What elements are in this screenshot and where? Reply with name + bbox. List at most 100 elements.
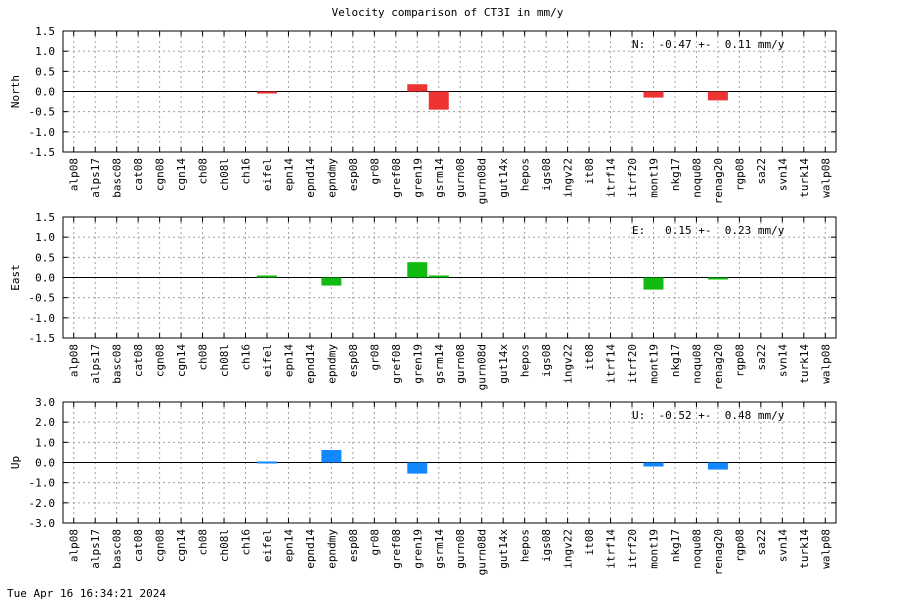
x-tick-label: nkg17 — [669, 158, 682, 191]
y-tick-label: 1.0 — [35, 45, 55, 58]
x-tick-label: sa22 — [755, 344, 768, 371]
y-tick-label: 0.0 — [35, 272, 55, 285]
bar-mont19 — [643, 462, 664, 467]
x-tick-label: ch08l — [218, 158, 231, 191]
plot-frame — [62, 401, 837, 524]
x-tick-label: ch08 — [197, 158, 210, 185]
y-tick-label: 0.0 — [35, 86, 55, 99]
x-tick-label: alp08 — [68, 158, 81, 191]
x-tick-label: igs08 — [540, 344, 553, 377]
bar-mont19 — [643, 277, 664, 290]
y-tick-label: 0.0 — [35, 457, 55, 470]
y-tick-label: -1.0 — [29, 126, 56, 139]
x-tick-label: ch16 — [240, 344, 253, 371]
bar-renag20 — [707, 91, 728, 101]
x-tick-label: gr08 — [368, 344, 381, 371]
y-axis-label: North — [9, 75, 22, 108]
x-tick-label: hepos — [519, 344, 532, 377]
x-tick-label: alps17 — [89, 344, 102, 384]
x-tick-label: gsrm14 — [433, 158, 446, 198]
x-tick-label: ch16 — [240, 529, 253, 556]
x-tick-label: gut14x — [497, 529, 510, 569]
x-tick-label: hepos — [519, 158, 532, 191]
panel-up: 3.0 2.0 1.0 0.0 -1.0 -2.0 -3.0 alp08 alps17 basc0… — [9, 396, 837, 575]
x-tick-label: svn14 — [776, 344, 789, 377]
x-tick-label: gren19 — [411, 529, 424, 569]
plot-frame — [62, 216, 837, 339]
panel-east: 1.5 1.0 0.5 0.0 -0.5 -1.0 -1.5 alp08 alps17 basc0… — [9, 211, 837, 390]
x-tick-label: itrf20 — [626, 344, 639, 384]
x-tick-label: sa22 — [755, 158, 768, 185]
y-tick-label: 3.0 — [35, 396, 55, 409]
x-tick-label: gsrm14 — [433, 529, 446, 569]
x-tick-label: alp08 — [68, 529, 81, 562]
x-tick-label: ch08 — [197, 344, 210, 371]
x-tick-label: noqu08 — [690, 158, 703, 198]
x-tick-label: gref08 — [390, 158, 403, 198]
x-tick-label: basc08 — [111, 529, 124, 569]
x-tick-label: renag20 — [712, 529, 725, 575]
x-tick-label: eifel — [261, 158, 274, 191]
x-tick-label: itrf14 — [605, 529, 618, 569]
x-tick-label: epndmy — [325, 529, 338, 569]
x-tick-label: gref08 — [390, 529, 403, 569]
bar-gren19 — [407, 262, 428, 278]
y-tick-label: -1.0 — [29, 312, 56, 325]
y-tick-label: 0.5 — [35, 65, 55, 78]
x-tick-label: ingv22 — [562, 344, 575, 384]
x-tick-label: alps17 — [89, 529, 102, 569]
x-tick-label: alp08 — [68, 344, 81, 377]
bar-gren19 — [407, 462, 428, 474]
bar-epndmy — [321, 449, 342, 463]
x-tick-label: gren19 — [411, 158, 424, 198]
x-tick-label: esp08 — [347, 529, 360, 562]
y-tick-label: -0.5 — [29, 106, 56, 119]
y-axis-label: East — [9, 264, 22, 291]
x-tick-label: gurn08d — [476, 158, 489, 204]
x-tick-label: esp08 — [347, 344, 360, 377]
x-tick-label: mont19 — [647, 529, 660, 569]
x-tick-label: walp08 — [819, 344, 832, 384]
bar-eifel — [256, 91, 277, 94]
x-tick-label: nkg17 — [669, 344, 682, 377]
x-tick-label: gut14x — [497, 158, 510, 198]
x-tick-label: it08 — [583, 529, 596, 556]
x-tick-label: cgn08 — [154, 158, 167, 191]
x-tick-label: mont19 — [647, 344, 660, 384]
x-tick-label: hepos — [519, 529, 532, 562]
bar-renag20 — [707, 462, 728, 470]
x-tick-label: ch16 — [240, 158, 253, 185]
plot-frame — [62, 30, 837, 153]
y-tick-label: 1.0 — [35, 231, 55, 244]
x-tick-label: itrf20 — [626, 158, 639, 198]
x-tick-label: turk14 — [798, 344, 811, 384]
x-tick-label: itrf14 — [605, 344, 618, 384]
x-tick-label: epndmy — [325, 344, 338, 384]
x-tick-label: ch08 — [197, 529, 210, 556]
x-tick-label: svn14 — [776, 529, 789, 562]
y-axis-label: Up — [9, 456, 22, 469]
timestamp: Tue Apr 16 16:34:21 2024 — [7, 587, 166, 600]
x-tick-label: noqu08 — [690, 344, 703, 384]
x-tick-label: rgp08 — [733, 529, 746, 562]
y-tick-label: -0.5 — [29, 292, 56, 305]
x-tick-label: epnd14 — [304, 529, 317, 569]
x-tick-label: walp08 — [819, 529, 832, 569]
x-tick-label: cat08 — [132, 529, 145, 562]
x-tick-label: sa22 — [755, 529, 768, 556]
x-tick-label: it08 — [583, 158, 596, 185]
summary-annotation: E: 0.15 +- 0.23 mm/y — [632, 224, 785, 237]
summary-annotation: U: -0.52 +- 0.48 mm/y — [632, 409, 785, 422]
bar-eifel — [256, 461, 277, 464]
x-tick-label: ch08l — [218, 344, 231, 377]
x-tick-label: itrf20 — [626, 529, 639, 569]
x-tick-label: renag20 — [712, 158, 725, 204]
x-tick-label: cgn14 — [175, 529, 188, 562]
x-tick-label: igs08 — [540, 158, 553, 191]
x-tick-label: esp08 — [347, 158, 360, 191]
x-tick-label: cgn14 — [175, 344, 188, 377]
x-tick-label: gut14x — [497, 344, 510, 384]
x-tick-label: cat08 — [132, 158, 145, 191]
x-tick-label: epn14 — [282, 344, 295, 377]
